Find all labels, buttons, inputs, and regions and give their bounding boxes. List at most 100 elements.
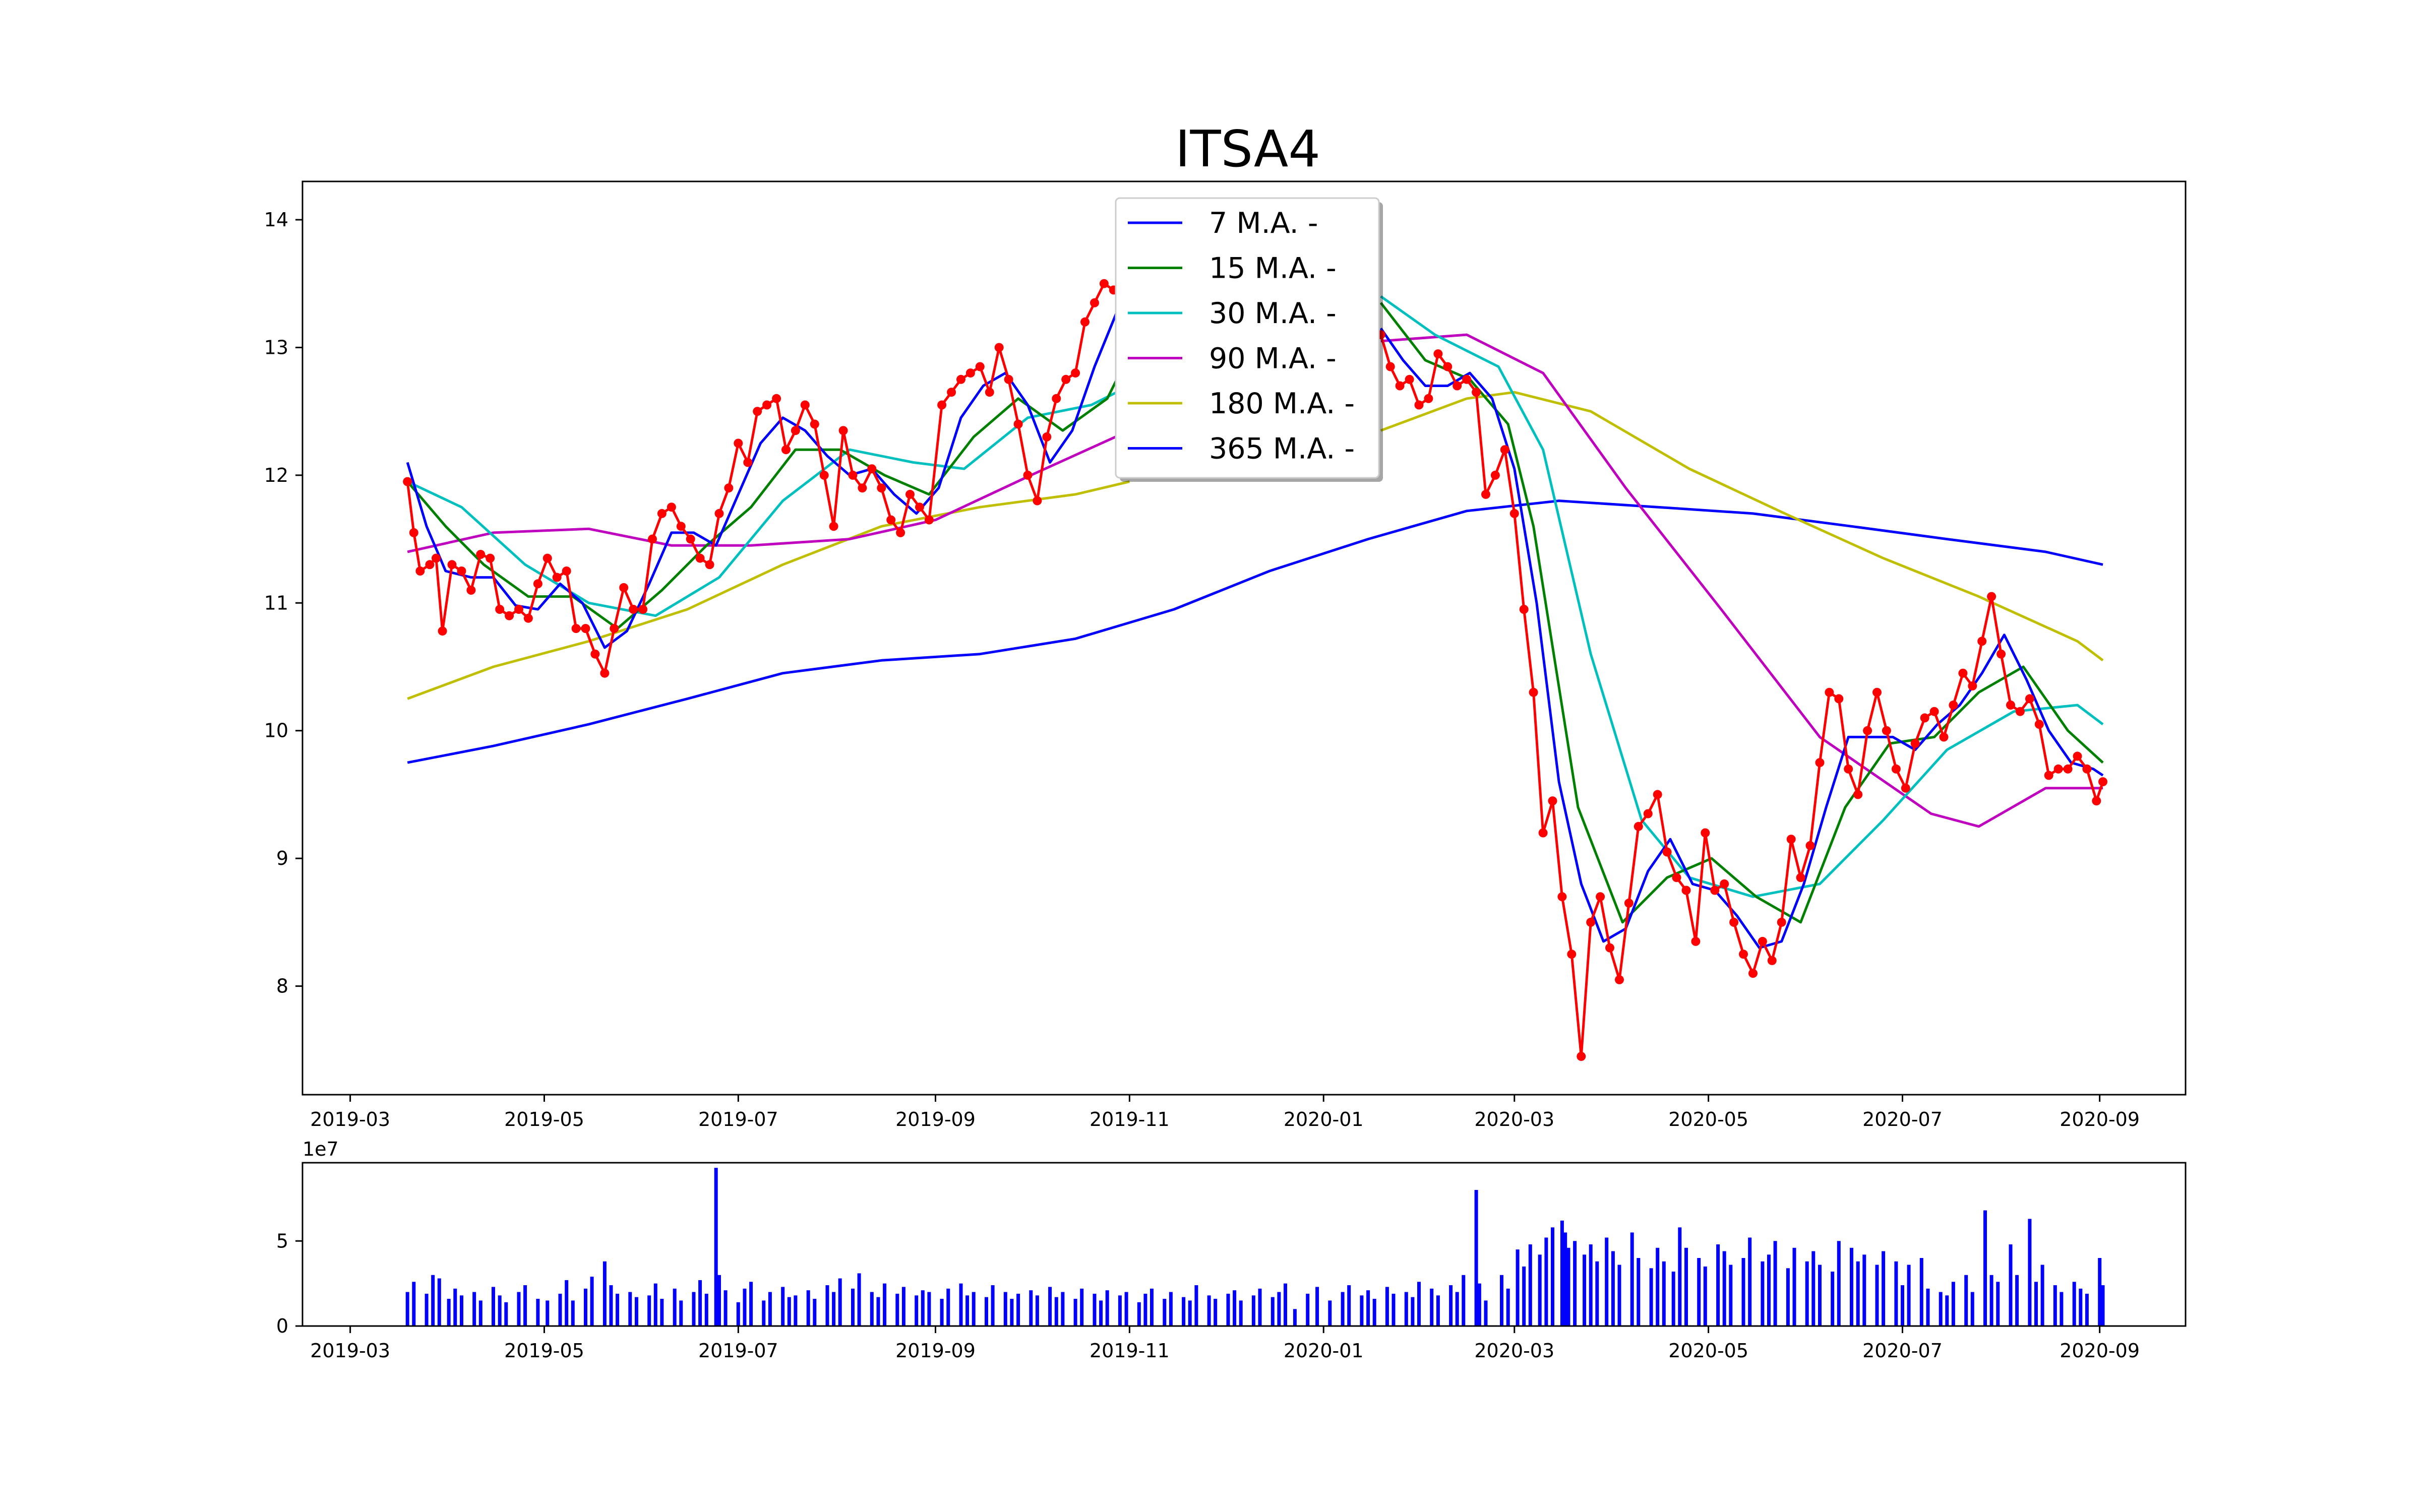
- volume-bar: [927, 1292, 931, 1326]
- y-tick-label: 10: [264, 720, 288, 742]
- volume-bar: [1989, 1275, 1993, 1327]
- price-point: [1920, 713, 1929, 723]
- price-point: [695, 553, 705, 563]
- price-point: [1891, 764, 1901, 774]
- volume-bar: [704, 1293, 708, 1326]
- series-line-2-seg-1: [1379, 302, 2104, 924]
- price-point: [486, 553, 495, 563]
- price-point: [1385, 362, 1395, 371]
- price-point: [975, 362, 985, 371]
- series-line-0-seg-0: [406, 282, 1115, 675]
- price-point: [619, 583, 629, 592]
- volume-bar: [492, 1287, 495, 1326]
- volume-bar: [1293, 1309, 1297, 1327]
- x-tick-label: 2019-03: [310, 1108, 390, 1130]
- price-point: [495, 605, 505, 614]
- price-point: [2082, 764, 2092, 774]
- price-point: [1395, 381, 1405, 391]
- price-point: [466, 586, 476, 595]
- volume-bar: [1649, 1268, 1653, 1327]
- volume-bar: [565, 1280, 569, 1326]
- volume-bar: [1894, 1261, 1898, 1327]
- price-point: [457, 566, 466, 576]
- volume-bar: [1583, 1254, 1587, 1327]
- series-line-4-seg-0: [407, 429, 1130, 553]
- price-point: [2092, 796, 2101, 806]
- volume-bar: [1347, 1285, 1351, 1326]
- volume-bar: [736, 1302, 740, 1327]
- volume-bar: [1137, 1302, 1141, 1327]
- volume-bar: [698, 1280, 702, 1326]
- price-point: [819, 470, 829, 480]
- y-tick-label: 12: [264, 464, 288, 486]
- volume-bar: [1837, 1241, 1841, 1327]
- volume-bar: [762, 1300, 766, 1326]
- volume-bar: [1882, 1251, 1886, 1326]
- price-point: [886, 515, 896, 525]
- series-line-1-seg-0: [406, 296, 1125, 649]
- volume-x-tick-label: 2020-09: [2060, 1340, 2140, 1362]
- price-point: [2053, 764, 2063, 774]
- volume-bar: [2101, 1285, 2105, 1326]
- volume-bar: [1716, 1244, 1720, 1326]
- volume-bar: [838, 1278, 842, 1326]
- price-point: [1872, 687, 1882, 697]
- volume-bar: [1678, 1227, 1682, 1327]
- volume-bar: [2009, 1244, 2013, 1326]
- price-point: [1615, 975, 1624, 984]
- volume-bar: [2034, 1282, 2038, 1327]
- legend-label: 30 M.A. -: [1209, 297, 1337, 330]
- series-line-4-seg-1: [1380, 333, 2103, 828]
- volume-offset-label: 1e7: [302, 1138, 339, 1160]
- price-point: [772, 394, 781, 403]
- price-point: [810, 419, 819, 429]
- volume-bar: [1073, 1299, 1077, 1326]
- volume-x-tick-label: 2020-03: [1474, 1340, 1554, 1362]
- series-group: [403, 279, 2107, 1061]
- price-point: [1596, 892, 1605, 902]
- price-point: [409, 528, 418, 537]
- volume-bar: [1850, 1247, 1853, 1327]
- volume-bar: [504, 1302, 508, 1327]
- volume-x-tick-label: 2019-03: [310, 1340, 390, 1362]
- volume-bar: [1436, 1295, 1440, 1327]
- price-point: [714, 509, 724, 518]
- price-point: [1586, 917, 1596, 927]
- price-point: [1681, 886, 1691, 895]
- volume-bar: [405, 1292, 409, 1326]
- price-point: [2044, 771, 2053, 780]
- volume-bar: [1563, 1232, 1567, 1326]
- price-point: [514, 605, 523, 614]
- volume-bar: [584, 1288, 587, 1327]
- price-point: [915, 502, 924, 512]
- volume-bar: [1996, 1282, 2000, 1327]
- volume-bar: [478, 1300, 482, 1326]
- price-point: [590, 649, 600, 659]
- volume-bar: [1404, 1292, 1408, 1326]
- volume-bar: [1099, 1300, 1103, 1326]
- price-point: [667, 502, 676, 512]
- volume-bar: [1035, 1295, 1039, 1327]
- volume-bar: [1831, 1272, 1835, 1326]
- volume-bar: [1630, 1232, 1634, 1326]
- price-point: [1013, 419, 1023, 429]
- price-point: [1996, 649, 2006, 659]
- series-line-1-seg-1: [1379, 327, 2104, 950]
- volume-bar: [412, 1282, 416, 1327]
- price-point: [905, 489, 915, 499]
- volume-bar: [2079, 1288, 2083, 1327]
- volume-bar: [921, 1290, 925, 1326]
- volume-bar: [616, 1293, 620, 1326]
- volume-bar: [806, 1290, 810, 1326]
- volume-bar: [1506, 1288, 1510, 1327]
- volume-bar: [825, 1285, 829, 1326]
- volume-bar: [2015, 1275, 2019, 1327]
- price-point: [2063, 764, 2073, 774]
- volume-bar: [602, 1261, 607, 1327]
- price-point: [743, 458, 753, 467]
- volume-bar: [1474, 1190, 1478, 1326]
- volume-bar: [1372, 1299, 1376, 1326]
- volume-bar: [431, 1275, 435, 1327]
- volume-bar: [870, 1292, 874, 1326]
- price-point: [1481, 489, 1490, 499]
